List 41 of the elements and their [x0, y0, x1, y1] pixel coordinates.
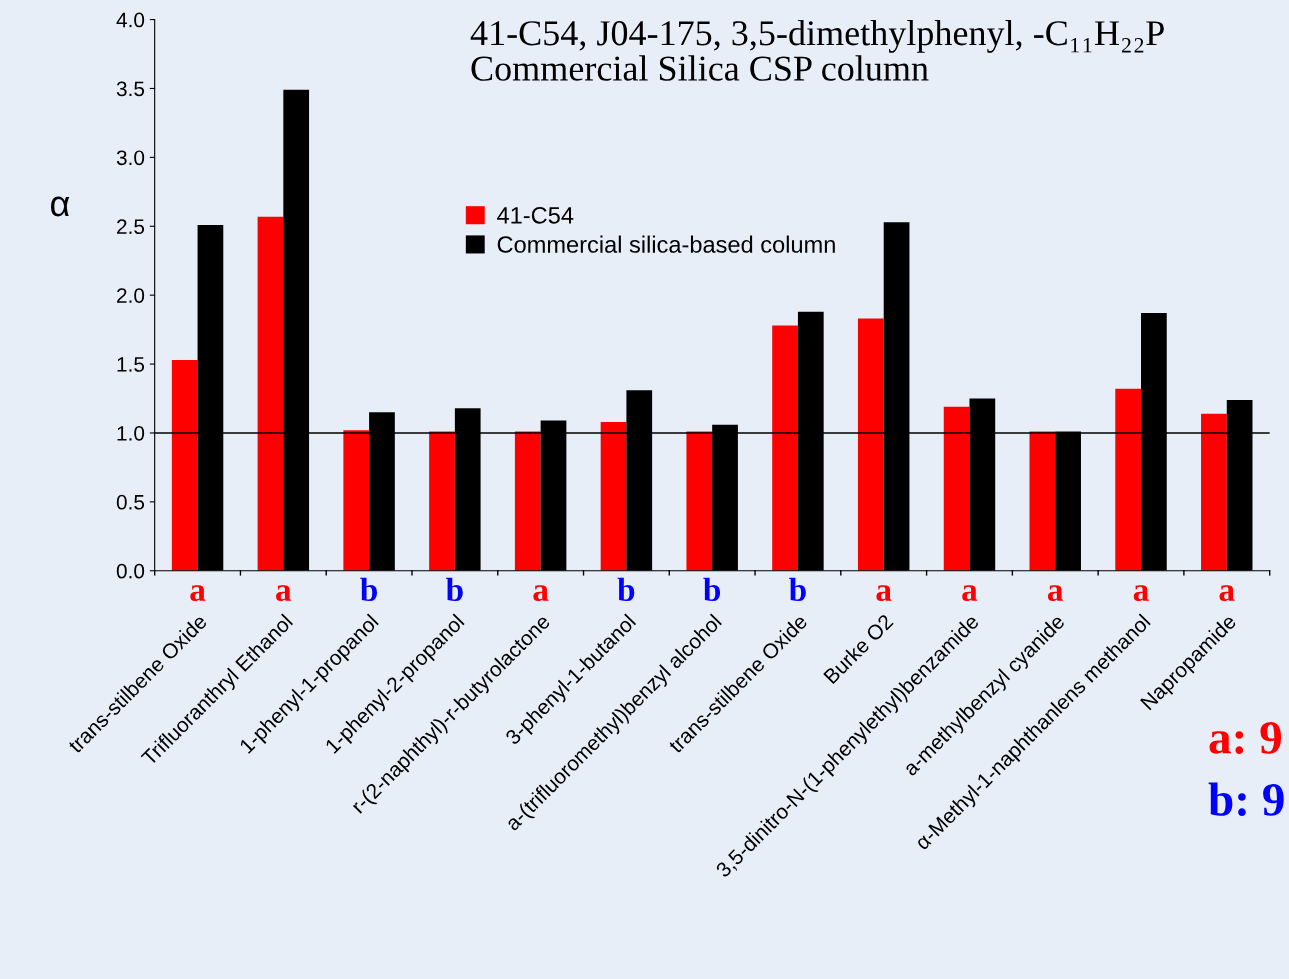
chart-title: 41-C54, J04-175, 3,5-dimethylphenyl, -C₁₁H₂₂P Commercial Silica CSP column	[470, 20, 1164, 81]
text: a	[1133, 585, 1149, 602]
y-tick-label: 2.5	[117, 219, 145, 235]
bar	[686, 431, 713, 571]
text: a	[190, 585, 206, 602]
legend-label: 41-C54	[497, 206, 574, 224]
legend-label: Commercial silica-based column	[497, 235, 835, 253]
bar	[257, 216, 284, 571]
text: a	[962, 585, 978, 602]
text: b	[446, 577, 463, 602]
y-tick-label: 2.0	[117, 288, 145, 303]
bar	[772, 325, 798, 571]
y-axis-title: α	[50, 196, 70, 217]
text: a	[1047, 585, 1064, 602]
text: b	[360, 577, 378, 602]
text: a: 9	[1209, 722, 1282, 755]
text: b	[703, 577, 721, 602]
bar	[600, 421, 627, 571]
y-tick-label: 0.0	[116, 563, 145, 579]
text: b	[789, 577, 806, 602]
bar	[1201, 413, 1227, 571]
bar	[171, 359, 198, 571]
y-tick-label: 4.0	[116, 12, 145, 28]
text: a	[533, 585, 549, 602]
text: b	[617, 577, 635, 602]
bar	[514, 431, 541, 571]
text: a	[1219, 585, 1235, 602]
y-tick-label: 3.5	[116, 81, 145, 97]
bar	[943, 406, 970, 571]
y-tick-label: 0.5	[116, 494, 145, 510]
bar	[857, 318, 884, 571]
bar	[343, 430, 370, 571]
text: a	[876, 585, 892, 602]
y-tick-label: 3.0	[116, 150, 145, 166]
text: b: 9	[1208, 782, 1284, 817]
bar	[1115, 388, 1142, 571]
y-tick-label: 1.0	[117, 425, 145, 441]
y-tick-label: 1.5	[117, 357, 145, 372]
bar	[1029, 431, 1056, 571]
bar	[429, 431, 455, 571]
text: a	[276, 585, 292, 602]
